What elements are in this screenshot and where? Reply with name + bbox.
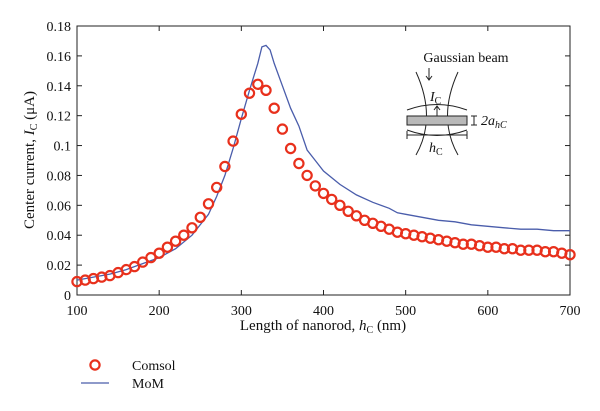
y-tick-label: 0.02 (47, 259, 72, 274)
series-mom-line (76, 44, 570, 281)
y-tick-label: 0 (64, 289, 71, 304)
radius-bracket-icon (471, 115, 477, 126)
comsol-point (153, 247, 165, 259)
length-bracket-icon (406, 131, 468, 139)
comsol-point (326, 193, 338, 206)
comsol-point (227, 135, 239, 147)
comsol-point (284, 142, 297, 155)
series-comsol-markers (71, 78, 576, 288)
comsol-point (301, 169, 313, 182)
x-tick-label: 400 (313, 304, 334, 319)
comsol-point (276, 123, 289, 135)
x-axis-title: Length of nanorod, hC (nm) (240, 318, 406, 336)
x-axis-title-sub: C (367, 325, 374, 336)
y-tick-label: 0.14 (47, 80, 72, 95)
comsol-point (235, 108, 247, 120)
inset-radius-text: 2a (481, 114, 495, 129)
comsol-point (309, 180, 321, 192)
down-arrow-icon (425, 68, 433, 81)
y-axis-title-unit: (μA) (22, 91, 38, 124)
legend-mom-label: MoM (132, 377, 164, 392)
inset-radius-sub: hC (495, 120, 507, 131)
beam-right-curve-icon (447, 71, 459, 156)
comsol-point (194, 211, 206, 223)
comsol-point (334, 199, 346, 211)
inset-length-sub: C (436, 147, 443, 158)
inset-length-label: hC (429, 141, 443, 158)
comsol-point (219, 160, 231, 173)
x-axis-title-text: Length of nanorod, (240, 318, 359, 334)
up-arrow-icon (433, 105, 441, 116)
comsol-point (564, 248, 576, 261)
x-axis-title-var: h (359, 318, 367, 334)
inset-title: Gaussian beam (423, 51, 508, 66)
inset-current-var: I (429, 90, 436, 105)
x-tick-label: 100 (67, 304, 88, 319)
legend-comsol-marker (89, 359, 101, 371)
y-axis-title: Center current, IC (μA) (22, 91, 40, 229)
axis-ticks (76, 25, 571, 296)
legend: Comsol MoM (81, 359, 176, 392)
beam-left-curve-icon (415, 71, 427, 156)
y-tick-label: 0.16 (47, 50, 72, 65)
comsol-point (243, 87, 256, 99)
x-tick-label: 600 (477, 304, 498, 319)
comsol-point (169, 235, 182, 247)
inset-current-label: IC (429, 90, 442, 107)
inset-length-var: h (429, 141, 436, 156)
x-tick-label: 700 (560, 304, 581, 319)
plot-frame (76, 25, 571, 296)
comsol-point (293, 157, 305, 170)
wavefront-top-icon (406, 104, 468, 111)
y-tick-label: 0.06 (47, 199, 72, 214)
y-axis-title-var: I (22, 129, 38, 136)
y-tick-label: 0.04 (47, 229, 72, 244)
y-tick-label: 0.12 (47, 110, 72, 125)
comsol-point (350, 210, 363, 222)
y-axis-title-text: Center current, (22, 135, 38, 229)
y-tick-label: 0.1 (54, 140, 72, 155)
comsol-point (161, 241, 174, 253)
tick-labels: 100 200 300 400 500 600 700 0 0.02 0.04 0.06 0.08 0.… (47, 20, 581, 319)
legend-comsol-label: Comsol (132, 359, 176, 374)
comsol-point (210, 181, 223, 194)
comsol-point (342, 205, 354, 217)
inset-schematic: Gaussian beam IC 2ahC (406, 51, 509, 158)
comsol-point (268, 102, 280, 114)
x-tick-label: 500 (395, 304, 416, 319)
comsol-point (178, 229, 190, 241)
comsol-point (145, 251, 157, 264)
y-tick-label: 0.18 (47, 20, 72, 35)
inset-radius-label: 2ahC (481, 114, 507, 131)
comsol-point (202, 198, 215, 210)
comsol-point (136, 256, 149, 268)
comsol-point (252, 78, 264, 91)
x-tick-label: 300 (231, 304, 252, 319)
x-tick-label: 200 (149, 304, 170, 319)
inset-current-sub: C (435, 96, 442, 107)
y-tick-label: 0.08 (47, 169, 72, 184)
comsol-point (186, 222, 198, 234)
nanorod-shape (406, 115, 468, 126)
comsol-point (317, 187, 330, 200)
comsol-point (128, 260, 141, 273)
comsol-point (260, 84, 272, 97)
y-axis-title-sub: C (29, 123, 40, 130)
x-axis-title-unit: (nm) (373, 318, 406, 334)
